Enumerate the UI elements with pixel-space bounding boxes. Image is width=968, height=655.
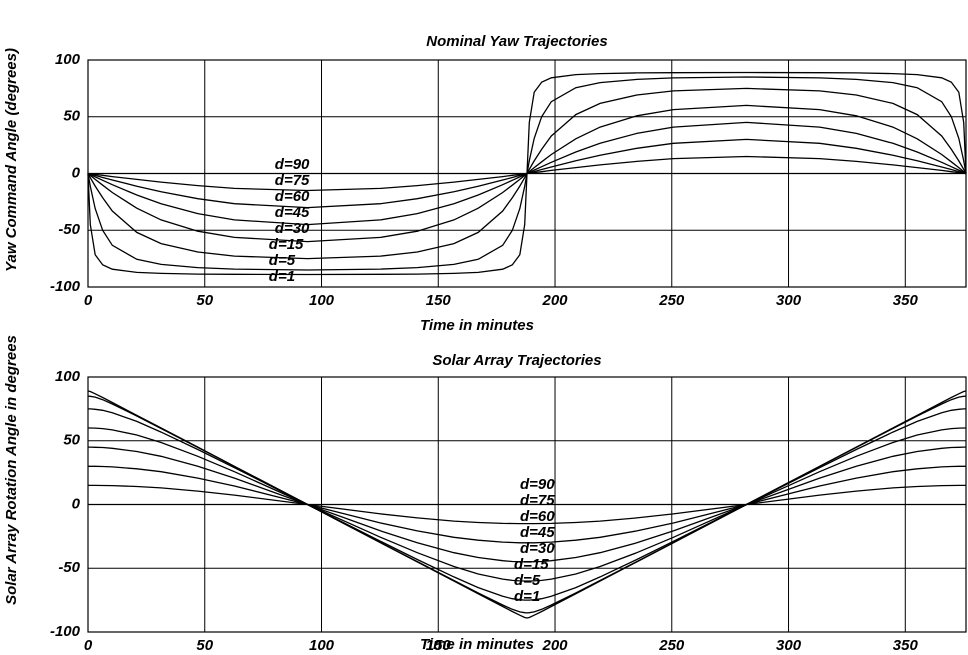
series-label: d=15: [514, 556, 549, 573]
y-tick-label: 0: [72, 164, 81, 181]
series-label: d=45: [275, 204, 310, 221]
x-tick-label: 250: [658, 637, 685, 654]
y-tick-label: 0: [72, 495, 81, 512]
series-label: d=30: [275, 220, 310, 237]
x-tick-label: 300: [776, 292, 802, 309]
series-label: d=60: [520, 508, 555, 525]
x-tick-label: 50: [196, 637, 213, 654]
x-tick-label: 150: [426, 637, 452, 654]
y-tick-label: -100: [50, 278, 81, 295]
series-label: d=75: [520, 492, 555, 509]
x-tick-label: 300: [776, 637, 802, 654]
series-line: [88, 484, 966, 525]
y-tick-label: -100: [50, 623, 81, 640]
chart-title: Nominal Yaw Trajectories: [426, 33, 607, 50]
series-line: [88, 446, 966, 563]
x-tick-label: 150: [426, 292, 452, 309]
y-tick-label: -50: [58, 559, 80, 576]
x-tick-label: 200: [542, 637, 569, 654]
y-axis-label: Yaw Command Angle (degrees): [3, 48, 20, 272]
series-line: [87, 390, 967, 619]
x-tick-label: 50: [196, 292, 213, 309]
series-line: [88, 427, 966, 582]
series-label: d=1: [269, 268, 295, 285]
x-tick-label: 250: [658, 292, 685, 309]
chart-title: Solar Array Trajectories: [432, 352, 601, 369]
x-tick-label: 350: [893, 292, 919, 309]
y-tick-label: 100: [55, 368, 81, 385]
x-tick-label: 0: [84, 637, 93, 654]
series-label: d=60: [275, 188, 310, 205]
series-label: d=30: [520, 540, 555, 557]
x-tick-label: 100: [309, 292, 335, 309]
series-label: d=45: [520, 524, 555, 541]
x-axis-label: Time in minutes: [420, 317, 534, 334]
x-tick-label: 100: [309, 637, 335, 654]
series-label: d=75: [275, 172, 310, 189]
series-label: d=1: [514, 588, 540, 605]
series-label: d=5: [269, 252, 296, 269]
x-tick-label: 200: [542, 292, 569, 309]
y-tick-label: 100: [55, 51, 81, 68]
series-label: d=90: [520, 476, 555, 493]
x-tick-label: 350: [893, 637, 919, 654]
y-tick-label: 50: [63, 432, 80, 449]
series-line: [87, 71, 967, 276]
y-tick-label: 50: [63, 108, 80, 125]
y-axis-label: Solar Array Rotation Angle in degrees: [3, 335, 20, 605]
series-line: [88, 465, 966, 544]
series-label: d=5: [514, 572, 541, 589]
series-label: d=15: [269, 236, 304, 253]
x-tick-label: 0: [84, 292, 93, 309]
x-axis-label: Time in minutes: [420, 636, 534, 653]
series-label: d=90: [275, 156, 310, 173]
series-line: [88, 408, 966, 601]
y-tick-label: -50: [58, 221, 80, 238]
